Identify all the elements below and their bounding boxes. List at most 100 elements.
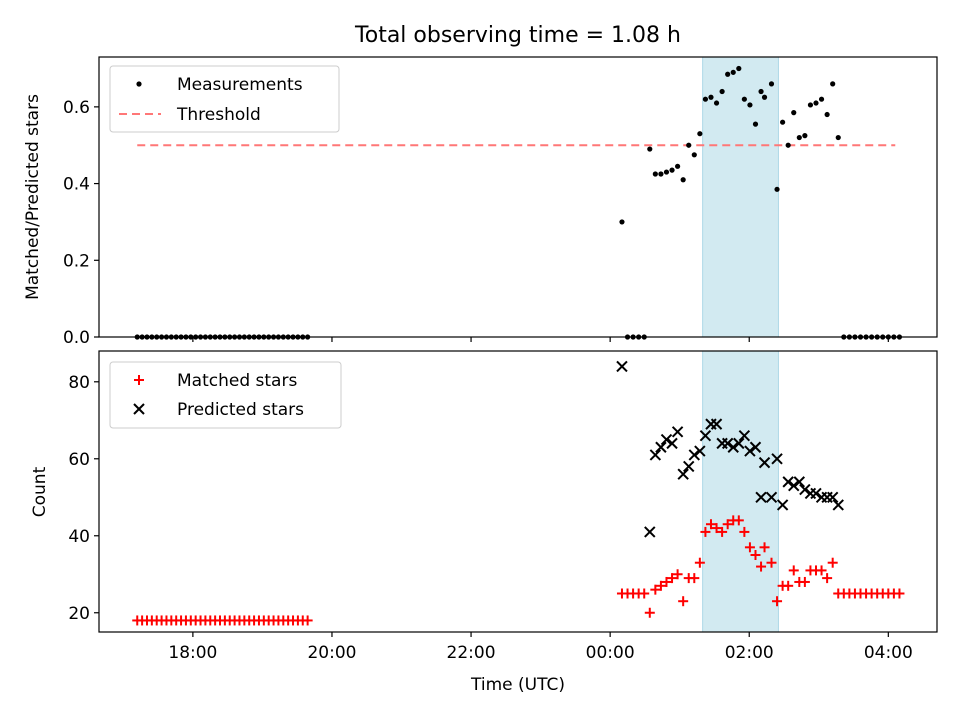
matched-star-point (689, 573, 700, 584)
legend-threshold-label: Threshold (176, 105, 261, 125)
matched-star-point (788, 565, 799, 576)
predicted-star-point (799, 483, 811, 496)
x-tick-label: 00:00 (586, 643, 635, 663)
measurement-point (708, 94, 714, 100)
predicted-star-point (765, 491, 778, 503)
measurement-point (691, 152, 697, 158)
predicted-star-point (758, 456, 771, 469)
predicted-star-point (810, 487, 822, 500)
predicted-star-point (826, 491, 839, 503)
predicted-star-point (694, 445, 706, 457)
predicted-star-point (788, 480, 800, 492)
measurement-point (669, 167, 675, 173)
measurement-point (686, 142, 692, 148)
measurement-point (761, 94, 768, 100)
matched-star-point (759, 542, 770, 553)
predicted-star-point (616, 360, 628, 373)
predicted-star-point (727, 441, 739, 453)
y-tick-label: 60 (68, 450, 90, 470)
predicted-star-point (677, 468, 689, 480)
x-tick-label: 18:00 (168, 643, 217, 663)
top-legend: Measurements Threshold (109, 65, 340, 133)
predicted-stars-points (616, 360, 844, 538)
predicted-star-point (738, 429, 751, 442)
predicted-star-point (832, 499, 844, 511)
measurement-point (741, 96, 747, 102)
predicted-star-point (688, 449, 701, 461)
matched-star-point (717, 526, 728, 537)
matched-star-point (678, 596, 689, 607)
measurement-point (675, 163, 681, 169)
y-tick-label: 0.6 (63, 98, 90, 118)
matched-star-point (705, 519, 716, 530)
measurement-point (818, 96, 825, 102)
x-axis-label: Time (UTC) (470, 675, 565, 695)
measurement-point (647, 146, 653, 152)
highlight-span-bottom (702, 350, 779, 633)
predicted-star-point (710, 418, 723, 430)
matched-star-point (302, 615, 313, 626)
bottom-x-ticks: 18:00 20:00 22:00 00:00 02:00 04:00 (168, 632, 913, 663)
measurement-point (791, 110, 797, 116)
legend-predicted-marker (133, 403, 145, 415)
top-panel: 0.0 0.2 0.4 0.6 Matched/Predicted stars Mea… (23, 56, 938, 348)
x-tick-label: 20:00 (307, 643, 356, 663)
measurement-point (752, 121, 759, 127)
predicted-star-point (755, 491, 767, 503)
matched-star-point (827, 557, 838, 568)
predicted-star-point (671, 426, 684, 438)
measurement-point (813, 100, 819, 106)
measurement-point (730, 69, 736, 75)
predicted-star-point (744, 445, 756, 457)
matched-star-point (655, 580, 666, 591)
predicted-star-point (655, 441, 667, 453)
matched-star-point (694, 557, 705, 568)
measurement-point (680, 177, 686, 183)
matched-star-point (756, 561, 767, 572)
y-tick-label: 0.2 (63, 251, 90, 271)
measurement-point (807, 102, 814, 108)
measurement-point (758, 88, 764, 95)
measurement-point (713, 100, 720, 106)
measurement-point (619, 219, 625, 225)
matched-star-point (639, 588, 650, 599)
matched-star-point (739, 526, 750, 537)
y-tick-label: 0.0 (63, 328, 90, 348)
measurement-point (802, 133, 808, 139)
measurement-point (702, 96, 709, 102)
matched-star-point (766, 557, 777, 568)
legend-matched-label: Matched stars (177, 371, 297, 391)
matched-star-point (661, 576, 672, 587)
bottom-axes-frame (98, 350, 938, 633)
y-tick-label: 80 (68, 373, 90, 393)
predicted-star-point (782, 476, 794, 488)
matched-star-point (783, 580, 794, 591)
matched-star-point (644, 607, 655, 618)
measurement-point (785, 142, 791, 148)
top-legend-box (109, 65, 340, 133)
measurement-point (780, 119, 786, 125)
measurement-point (725, 71, 731, 77)
predicted-star-point (749, 441, 762, 453)
matched-star-point (750, 550, 761, 561)
measurement-point (663, 169, 670, 175)
matched-star-point (700, 526, 711, 537)
predicted-star-point (699, 429, 712, 442)
legend-matched-marker (134, 375, 144, 385)
highlight-span-top (702, 56, 779, 338)
predicted-star-point (683, 460, 695, 473)
matched-star-point (799, 576, 810, 587)
bottom-y-ticks: 20 40 60 80 (68, 373, 99, 624)
top-y-axis-label: Matched/Predicted stars (23, 94, 43, 300)
bottom-y-axis-label: Count (30, 466, 50, 517)
matched-star-point (672, 569, 683, 580)
x-tick-label: 22:00 (447, 643, 496, 663)
matched-star-point (650, 584, 661, 595)
predicted-star-point (644, 526, 656, 538)
measurement-point (768, 81, 775, 87)
predicted-star-point (771, 453, 783, 465)
matched-stars-points (132, 515, 905, 626)
matched-star-point (894, 588, 905, 599)
predicted-star-point (721, 437, 734, 450)
